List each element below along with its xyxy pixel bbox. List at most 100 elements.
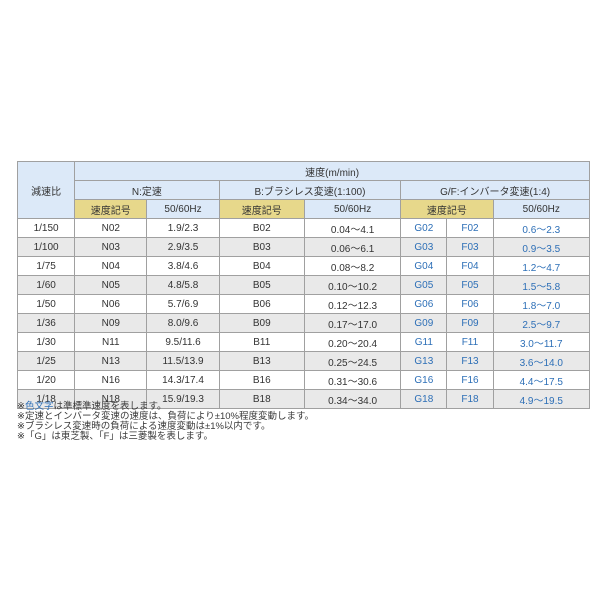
- footnote-inverter-variation: ※定速とインバータ変速の速度は、負荷により±10%程度変動します。: [17, 411, 315, 422]
- cell-g-sym: G13: [400, 351, 448, 371]
- cell-ratio: 1/100: [16, 237, 76, 257]
- table-body: 1/150 N02 1.9/2.3 B02 0.04～4.1 G02 F02 0.6～2.3 1…: [16, 218, 591, 409]
- cell-gf-hz: 4.4～17.5: [492, 370, 591, 390]
- cell-n-sym: N09: [74, 313, 148, 333]
- cell-b-sym: B09: [218, 313, 305, 333]
- cell-b-sym: B11: [218, 332, 305, 352]
- cell-gf-hz: 1.5～5.8: [492, 275, 591, 295]
- cell-g-sym: G11: [400, 332, 448, 352]
- cell-gf-hz: 1.8～7.0: [492, 294, 591, 314]
- cell-f-sym: F13: [446, 351, 494, 371]
- footnotes: ※色文字は準標準速度を表します。 ※定速とインバータ変速の速度は、負荷により±1…: [17, 402, 314, 442]
- cell-b-hz: 0.20～20.4: [303, 332, 402, 352]
- cell-f-sym: F18: [446, 389, 494, 409]
- cell-ratio: 1/30: [16, 332, 76, 352]
- cell-n-sym: N03: [74, 237, 148, 257]
- cell-b-hz: 0.25～24.5: [303, 351, 402, 371]
- footnote-1-rest: は準標準速度を表します。: [53, 401, 167, 412]
- cell-f-sym: F05: [446, 275, 494, 295]
- subheader-n-hz: 50/60Hz: [146, 199, 220, 219]
- cell-ratio: 1/36: [16, 313, 76, 333]
- table-row: 1/50 N06 5.7/6.9 B06 0.12～12.3 G06 F06 1.8～7.0: [16, 294, 591, 314]
- cell-n-sym: N11: [74, 332, 148, 352]
- group-header-constant-speed: N:定速: [74, 180, 220, 200]
- cell-b-hz: 0.34～34.0: [303, 389, 402, 409]
- cell-n-hz: 8.0/9.6: [146, 313, 220, 333]
- cell-n-hz: 14.3/17.4: [146, 370, 220, 390]
- cell-n-hz: 1.9/2.3: [146, 218, 220, 238]
- cell-b-sym: B04: [218, 256, 305, 276]
- subheader-gf-hz: 50/60Hz: [492, 199, 591, 219]
- cell-ratio: 1/150: [16, 218, 76, 238]
- speed-spec-table-wrap: 減速比 速度(m/min) N:定速 B:ブラシレス変速(1:100) G/F:…: [16, 161, 591, 409]
- cell-g-sym: G05: [400, 275, 448, 295]
- cell-ratio: 1/75: [16, 256, 76, 276]
- cell-g-sym: G16: [400, 370, 448, 390]
- cell-n-sym: N04: [74, 256, 148, 276]
- cell-b-sym: B18: [218, 389, 305, 409]
- table-row: 1/100 N03 2.9/3.5 B03 0.06～6.1 G03 F03 0.9～3.5: [16, 237, 591, 257]
- table-row: 1/25 N13 11.5/13.9 B13 0.25～24.5 G13 F13 3.6～14…: [16, 351, 591, 371]
- cell-ratio: 1/60: [16, 275, 76, 295]
- header-row-groups: N:定速 B:ブラシレス変速(1:100) G/F:インバータ変速(1:4): [18, 180, 590, 200]
- subheader-b-hz: 50/60Hz: [303, 199, 402, 219]
- cell-n-hz: 5.7/6.9: [146, 294, 220, 314]
- table-row: 1/36 N09 8.0/9.6 B09 0.17～17.0 G09 F09 2.5～9.7: [16, 313, 591, 333]
- cell-g-sym: G03: [400, 237, 448, 257]
- cell-n-hz: 2.9/3.5: [146, 237, 220, 257]
- cell-gf-hz: 2.5～9.7: [492, 313, 591, 333]
- cell-b-sym: B06: [218, 294, 305, 314]
- cell-g-sym: G06: [400, 294, 448, 314]
- cell-gf-hz: 4.9～19.5: [492, 389, 591, 409]
- cell-gf-hz: 3.0～11.7: [492, 332, 591, 352]
- cell-b-sym: B13: [218, 351, 305, 371]
- cell-b-sym: B03: [218, 237, 305, 257]
- subheader-gf-symbol: 速度記号: [400, 199, 494, 219]
- cell-b-hz: 0.04～4.1: [303, 218, 402, 238]
- header-row-title: 減速比 速度(m/min): [16, 161, 590, 219]
- cell-b-sym: B16: [218, 370, 305, 390]
- footnote-manufacturer: ※「G」は東芝製、「F」は三菱製を表します。: [17, 431, 213, 442]
- group-header-inverter: G/F:インバータ変速(1:4): [400, 180, 590, 200]
- cell-f-sym: F02: [446, 218, 494, 238]
- group-header-brushless: B:ブラシレス変速(1:100): [218, 180, 402, 200]
- table-row: 1/20 N16 14.3/17.4 B16 0.31～30.6 G16 F16 4.4～17…: [16, 370, 591, 390]
- cell-n-hz: 11.5/13.9: [146, 351, 220, 371]
- cell-b-sym: B05: [218, 275, 305, 295]
- cell-b-hz: 0.10～10.2: [303, 275, 402, 295]
- cell-n-hz: 3.8/4.6: [146, 256, 220, 276]
- cell-n-hz: 15.9/19.3: [146, 389, 220, 409]
- footnote-brushless-variation: ※ブラシレス変速時の負荷による速度変動は±1%以内です。: [17, 421, 271, 432]
- table-title-speed: 速度(m/min): [74, 161, 590, 181]
- cell-n-sym: N02: [74, 218, 148, 238]
- speed-spec-table: 減速比 速度(m/min) N:定速 B:ブラシレス変速(1:100) G/F:…: [16, 161, 591, 409]
- col-header-reduction-ratio: 減速比: [16, 161, 76, 219]
- table-row: 1/30 N11 9.5/11.6 B11 0.20～20.4 G11 F11 3.0～11.…: [16, 332, 591, 352]
- cell-n-hz: 4.8/5.8: [146, 275, 220, 295]
- cell-b-hz: 0.12～12.3: [303, 294, 402, 314]
- cell-ratio: 1/25: [16, 351, 76, 371]
- cell-f-sym: F06: [446, 294, 494, 314]
- table-row: 1/150 N02 1.9/2.3 B02 0.04～4.1 G02 F02 0.6～2.3: [16, 218, 591, 238]
- cell-n-sym: N18: [74, 389, 148, 409]
- cell-b-hz: 0.31～30.6: [303, 370, 402, 390]
- cell-b-hz: 0.08～8.2: [303, 256, 402, 276]
- cell-gf-hz: 3.6～14.0: [492, 351, 591, 371]
- cell-gf-hz: 1.2～4.7: [492, 256, 591, 276]
- cell-g-sym: G02: [400, 218, 448, 238]
- subheader-n-symbol: 速度記号: [74, 199, 148, 219]
- cell-g-sym: G09: [400, 313, 448, 333]
- cell-f-sym: F11: [446, 332, 494, 352]
- cell-b-hz: 0.06～6.1: [303, 237, 402, 257]
- footnote-1-prefix: ※: [17, 401, 25, 412]
- cell-n-hz: 9.5/11.6: [146, 332, 220, 352]
- cell-n-sym: N16: [74, 370, 148, 390]
- table-row: 1/60 N05 4.8/5.8 B05 0.10～10.2 G05 F05 1.5～5.8: [16, 275, 591, 295]
- subheader-b-symbol: 速度記号: [218, 199, 305, 219]
- cell-b-hz: 0.17～17.0: [303, 313, 402, 333]
- cell-b-sym: B02: [218, 218, 305, 238]
- header-row-subheaders: 速度記号 50/60Hz 速度記号 50/60Hz 速度記号 50/60Hz: [18, 199, 591, 219]
- cell-n-sym: N05: [74, 275, 148, 295]
- cell-ratio: 1/50: [16, 294, 76, 314]
